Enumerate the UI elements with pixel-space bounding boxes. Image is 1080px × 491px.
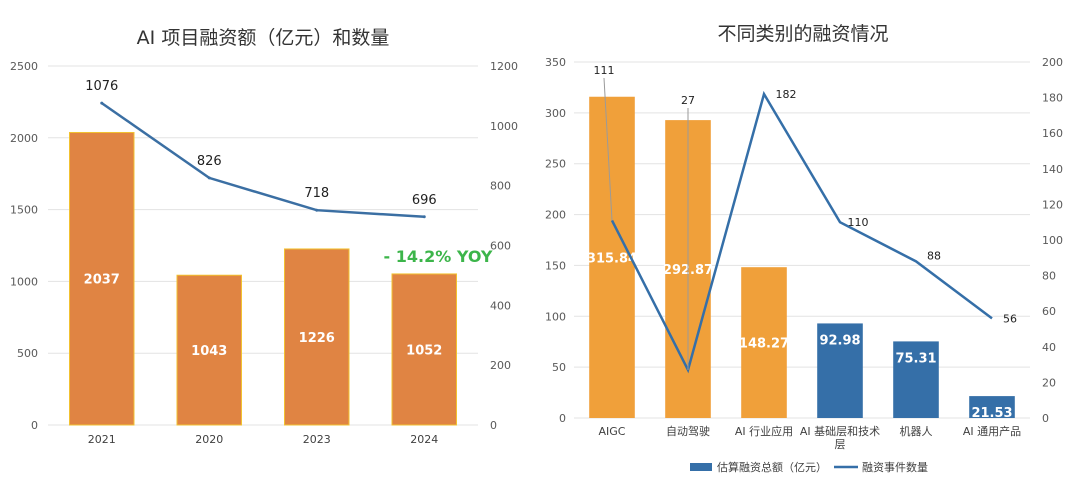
line-value-label: 110 — [848, 216, 869, 229]
line-value-label: 1076 — [85, 79, 118, 94]
x-category-label: 2021 — [88, 433, 116, 446]
leader-line — [603, 77, 613, 221]
y-left-tick-label: 350 — [545, 56, 566, 69]
bar — [176, 274, 242, 426]
y-right-tick-label: 180 — [1042, 92, 1063, 105]
y-left-tick-label: 1500 — [10, 204, 38, 217]
y-left-tick-label: 2500 — [10, 60, 38, 73]
x-category-label: 2024 — [410, 433, 438, 446]
x-category-label: AI 基础层和技术 — [800, 425, 880, 438]
chart-title: AI 项目融资额（亿元）和数量 — [137, 27, 390, 49]
bar-value-label: 315.84 — [587, 251, 637, 266]
line-value-label: 826 — [197, 154, 222, 169]
y-left-tick-label: 0 — [31, 419, 38, 432]
line-value-label: 182 — [776, 88, 797, 101]
y-left-tick-label: 200 — [545, 209, 566, 222]
line-point — [207, 176, 211, 180]
line-value-label: 718 — [304, 186, 329, 201]
y-left-tick-label: 300 — [545, 107, 566, 120]
y-right-tick-label: 140 — [1042, 163, 1063, 176]
yoy-annotation: - 14.2% YOY — [384, 247, 493, 266]
y-left-tick-label: 250 — [545, 158, 566, 171]
line-value-label: 111 — [594, 64, 615, 77]
line-value-label: 88 — [927, 249, 941, 262]
line-point — [100, 101, 104, 105]
bar — [817, 323, 863, 418]
y-right-tick-label: 160 — [1042, 127, 1063, 140]
bar-value-label: 21.53 — [971, 406, 1012, 421]
bar-value-label: 1226 — [299, 331, 335, 346]
right-combo-chart: 不同类别的融资情况 0 50 100 150 200 250 300 350 0 20 40 60 80 1… — [545, 23, 1063, 474]
line-point — [315, 208, 319, 212]
x-category-label: AI 行业应用 — [735, 424, 793, 438]
bar-value-label: 2037 — [84, 273, 120, 288]
line-series — [101, 102, 425, 219]
x-category-label: 2023 — [303, 433, 331, 446]
y-left-tick-label: 150 — [545, 259, 566, 272]
y-right-tick-label: 100 — [1042, 234, 1063, 247]
y-right-tick-label: 20 — [1042, 376, 1056, 389]
x-category-label: 层 — [835, 438, 846, 451]
y-right-tick-label: 40 — [1042, 341, 1056, 354]
y-left-tick-label: 500 — [17, 347, 38, 360]
y-left-tick-label: 2000 — [10, 132, 38, 145]
bar-value-label: 148.27 — [739, 337, 789, 352]
chart-title: 不同类别的融资情况 — [717, 23, 888, 45]
left-combo-chart: AI 项目融资额（亿元）和数量 0 500 1000 1500 2000 2500 0 200 4… — [10, 27, 518, 446]
x-category-label: AI 通用产品 — [963, 424, 1021, 438]
bar-value-label: 1052 — [406, 343, 442, 358]
y-left-tick-label: 0 — [559, 412, 566, 425]
bar — [589, 96, 635, 418]
bar-value-label: 1043 — [191, 344, 227, 359]
y-right-tick-label: 0 — [1042, 412, 1049, 425]
y-right-tick-label: 200 — [1042, 56, 1063, 69]
legend-label: 融资事件数量 — [862, 461, 928, 474]
line-point — [422, 215, 426, 219]
x-category-label: 自动驾驶 — [666, 424, 710, 438]
y-left-tick-label: 100 — [545, 310, 566, 323]
y-right-tick-label: 200 — [490, 359, 511, 372]
left-chart-panel: AI 项目融资额（亿元）和数量 0 500 1000 1500 2000 2500 0 200 4… — [10, 27, 518, 446]
y-right-tick-label: 60 — [1042, 305, 1056, 318]
bar — [391, 273, 457, 426]
y-right-tick-label: 1200 — [490, 60, 518, 73]
y-right-tick-label: 800 — [490, 180, 511, 193]
legend-label: 估算融资总额（亿元） — [717, 460, 827, 474]
y-right-tick-label: 80 — [1042, 270, 1056, 283]
bar — [741, 267, 787, 418]
legend-swatch-bar — [690, 463, 712, 471]
bar — [893, 341, 939, 418]
right-chart-panel: 不同类别的融资情况 0 50 100 150 200 250 300 350 0 20 40 60 80 1… — [540, 0, 1080, 491]
y-right-tick-label: 1000 — [490, 120, 518, 133]
bar — [284, 248, 350, 426]
y-left-tick-label: 50 — [552, 361, 566, 374]
x-category-label: 机器人 — [900, 424, 933, 438]
x-category-label: 2020 — [195, 433, 223, 446]
line-series — [610, 90, 993, 374]
bar-value-label: 92.98 — [819, 333, 860, 348]
line-value-label: 696 — [412, 193, 437, 208]
line-value-label: 27 — [681, 94, 695, 107]
y-right-tick-label: 400 — [490, 299, 511, 312]
legend: 估算融资总额（亿元） 融资事件数量 — [690, 460, 928, 474]
y-left-tick-label: 1000 — [10, 275, 38, 288]
bar — [969, 396, 1015, 418]
y-right-tick-label: 0 — [490, 419, 497, 432]
bar — [69, 131, 135, 426]
line-value-label: 56 — [1003, 312, 1017, 325]
x-category-label: AIGC — [599, 425, 626, 438]
bar-value-label: 75.31 — [895, 351, 936, 366]
y-right-tick-label: 120 — [1042, 198, 1063, 211]
y-right-tick-label: 600 — [490, 240, 511, 253]
